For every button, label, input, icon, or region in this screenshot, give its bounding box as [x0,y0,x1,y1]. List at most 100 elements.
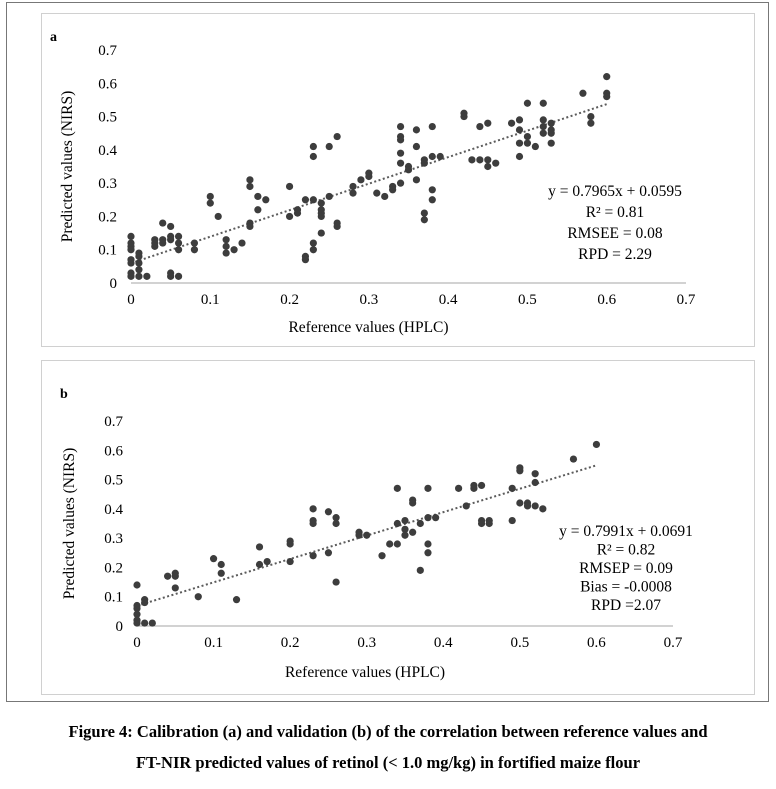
data-point [386,540,394,548]
data-point [424,549,432,557]
y-tick-label: 0.6 [98,76,117,92]
data-point [587,112,595,121]
y-tick-label: 0.6 [104,443,123,459]
data-point [135,266,143,274]
regression-annotation: RMSEP = 0.09 [579,560,673,577]
data-point [133,610,141,618]
data-point [420,159,428,167]
data-point [135,272,143,280]
data-point [396,122,405,131]
data-point [349,182,357,191]
data-point [428,152,436,161]
data-point [539,129,547,137]
x-tick-label: 0.3 [359,292,378,308]
data-point [396,149,405,157]
data-point [174,246,183,254]
y-tick-label: 0.7 [104,414,123,430]
data-point [309,519,317,528]
y-tick-label: 0.4 [98,143,117,159]
data-point [470,484,478,492]
data-point [222,236,230,244]
data-point [133,581,141,589]
data-point [412,176,421,184]
y-tick-label: 0.1 [104,590,123,606]
data-point [393,540,401,548]
data-point [309,142,317,151]
data-point [206,199,214,207]
data-point [332,519,340,528]
data-point [396,159,405,167]
data-point [174,232,183,240]
data-point [592,440,601,449]
data-point [428,186,436,194]
data-point [174,239,183,247]
data-point [171,572,179,580]
data-point [420,209,428,217]
data-point [412,126,421,134]
data-point [238,239,246,247]
data-point [141,598,149,607]
data-point [603,93,611,101]
data-point [516,467,524,475]
data-point [286,557,294,566]
data-point [401,516,409,525]
data-point [393,484,401,492]
data-point [373,189,381,197]
data-point [378,552,386,560]
data-point [424,484,432,492]
data-point [171,584,179,592]
data-point [309,552,317,560]
data-point [389,186,397,194]
regression-annotation: y = 0.7991x + 0.0691 [559,523,693,540]
scatter-chart-b: 0 0.1 0.2 0.3 0.4 0.5 0.6 0.7 0 0.1 0.2 0.3 0.4 0.5 0.… [61,414,693,681]
data-point [539,116,547,124]
chart-panel-b: b 0 0.1 0.2 0.3 0.4 0.5 0.6 0.7 0 0.1 0.2 0.3 0.4 0.5… [41,360,755,695]
data-point [349,189,357,197]
data-point [246,222,254,231]
x-tick-label: 0.5 [518,292,537,308]
data-point [151,242,159,250]
x-tick-label: 0.1 [201,292,220,308]
data-point [317,199,325,207]
data-point [547,119,555,127]
data-point [209,555,218,563]
data-point [222,242,230,250]
data-point [484,162,492,171]
data-point [164,572,172,580]
x-axis-title: Reference values (HPLC) [288,319,448,336]
x-tick-label: 0.7 [677,292,696,308]
y-tick-label: 0.1 [98,243,117,259]
data-point [416,566,424,574]
data-point [401,525,409,533]
data-point [547,129,555,137]
data-point [468,156,476,164]
data-point [324,549,333,557]
figure-caption: Figure 4: Calibration (a) and validation… [0,716,776,778]
data-point [416,519,424,528]
data-point [547,139,555,147]
data-point [333,132,341,141]
data-point [133,604,141,613]
data-point [363,531,371,539]
data-point [332,514,340,522]
data-point [127,232,135,240]
regression-annotation: y = 0.7965x + 0.0595 [548,183,682,200]
data-point [539,99,547,107]
x-tick-label: 0.2 [281,635,300,651]
data-point [127,272,135,280]
chart-panel-a: a 0 0.1 0.2 0.3 0.4 0.5 0.6 0.7 0 0.1 0.2 0.3 0.4 0.5… [41,13,755,347]
data-point [516,499,524,507]
x-tick-label: 0.7 [664,635,683,651]
data-point [477,519,486,528]
data-point [301,256,310,264]
data-point [254,206,262,214]
data-point [424,540,432,548]
data-point [127,246,135,254]
regression-annotation: RPD = 2.29 [578,246,652,263]
y-tick-label: 0 [116,619,124,635]
regression-annotation: RPD =2.07 [591,597,661,614]
data-point [159,219,167,227]
x-tick-label: 0.1 [204,635,223,651]
data-point [507,119,516,127]
data-point [412,142,421,151]
